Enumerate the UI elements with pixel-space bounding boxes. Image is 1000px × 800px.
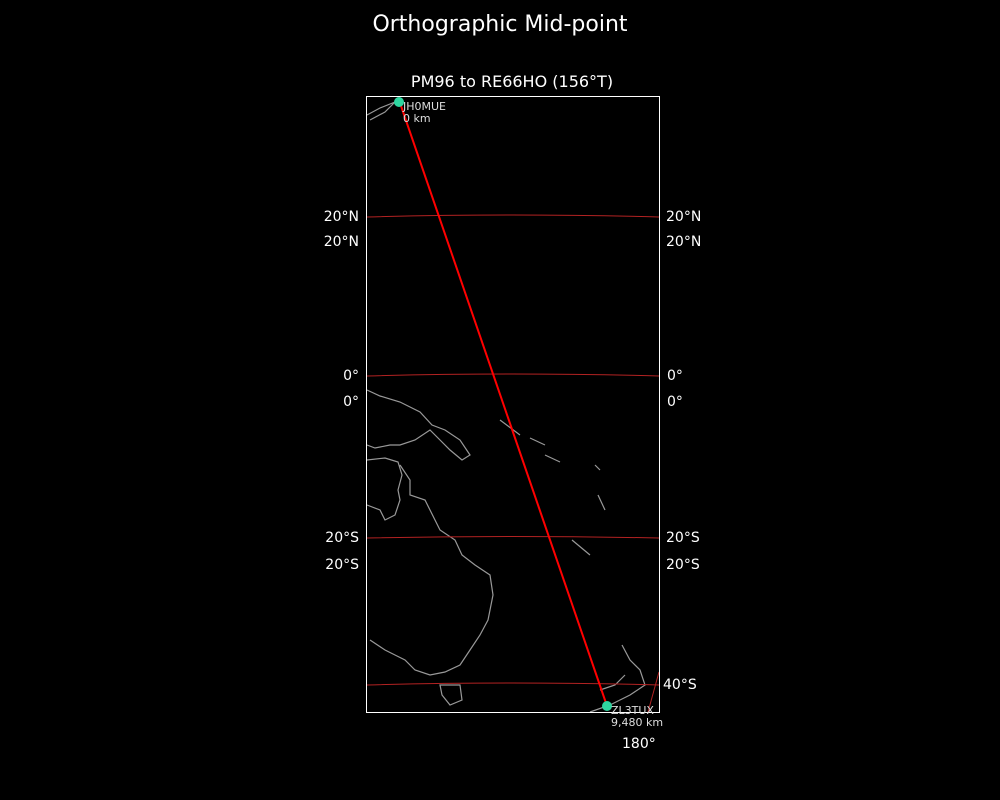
lat-line-20n: [366, 214, 660, 218]
station-distance-end: 9,480 km: [611, 716, 663, 729]
lat-line-0: [366, 373, 660, 377]
lat-label-right: 20°N: [666, 209, 701, 225]
lat-label-right: 0°: [667, 394, 683, 410]
lat-line-40s: [366, 682, 660, 686]
lon-label: 180°: [622, 736, 656, 752]
graticule: [366, 214, 660, 713]
lon-line-180: [647, 671, 660, 713]
lat-label-right: 20°S: [666, 557, 700, 573]
great-circle-path: [399, 102, 608, 707]
lat-label-left: 20°N: [324, 234, 359, 250]
figure-title: Orthographic Mid-point: [372, 12, 628, 37]
station-distance-start: 0 km: [403, 112, 431, 125]
coastlines: [366, 101, 646, 713]
map-title: PM96 to RE66HO (156°T): [410, 72, 614, 91]
lat-line-20s: [366, 536, 660, 539]
lat-label-left: 20°S: [325, 530, 359, 546]
lat-label-left: 0°: [343, 368, 359, 384]
lat-label-left: 20°S: [325, 557, 359, 573]
station-call-end: ZL3TUX: [611, 704, 654, 717]
lat-label-right: 40°S: [663, 677, 697, 693]
station-call-start: JH0MUE: [402, 100, 446, 113]
lat-label-left: 0°: [343, 394, 359, 410]
station-marker-end: [602, 701, 612, 711]
station-marker-start: [394, 97, 404, 107]
map-frame: [366, 96, 660, 713]
lat-label-right: 20°S: [666, 530, 700, 546]
lat-label-left: 20°N: [324, 209, 359, 225]
lat-label-right: 0°: [667, 368, 683, 384]
lat-label-right: 20°N: [666, 234, 701, 250]
